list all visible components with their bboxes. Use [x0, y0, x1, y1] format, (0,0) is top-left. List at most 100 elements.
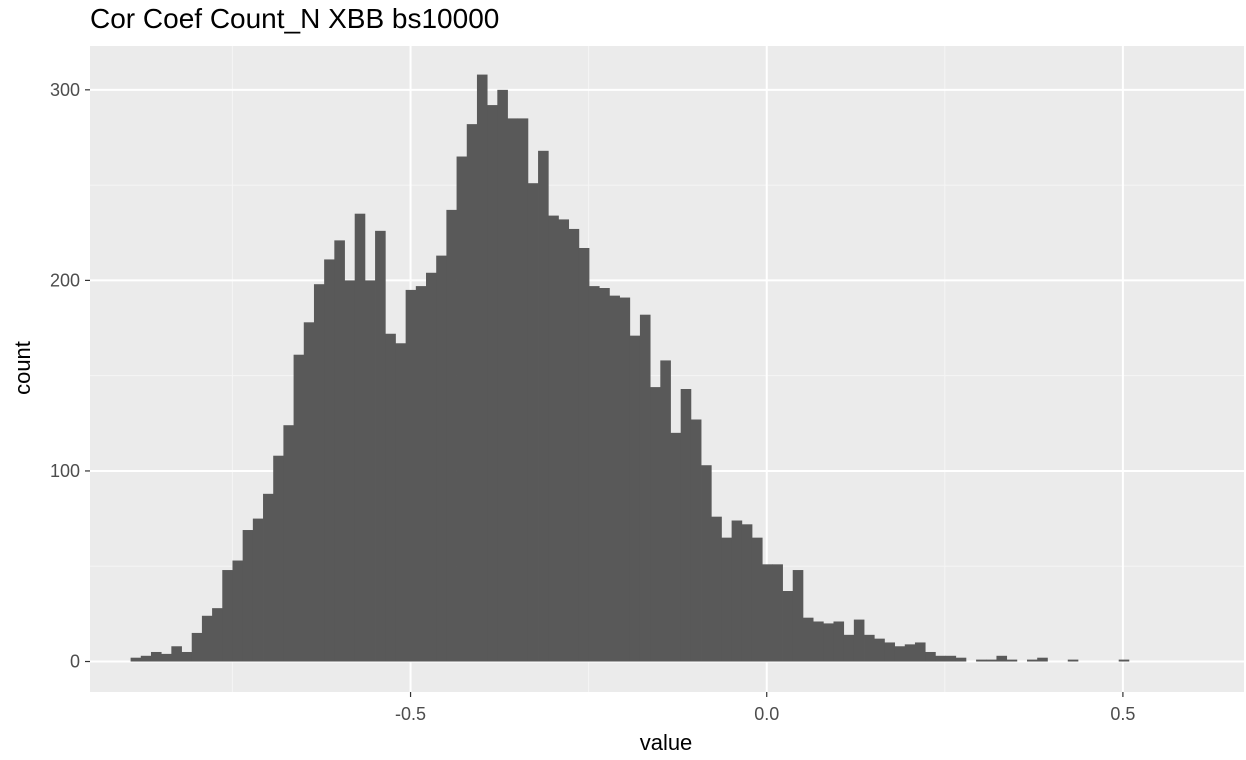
histogram-bar — [568, 228, 580, 662]
histogram-bar — [354, 213, 366, 662]
histogram-bar — [894, 646, 906, 662]
histogram-bar — [476, 74, 488, 662]
histogram-bar — [527, 183, 539, 662]
histogram-bar — [171, 646, 182, 662]
histogram-bar — [660, 360, 671, 662]
histogram-bar — [242, 530, 254, 662]
histogram-bar — [507, 118, 519, 662]
histogram-bar — [252, 518, 264, 662]
histogram-bar — [517, 118, 529, 662]
histogram-bars — [130, 74, 1130, 662]
histogram-bar — [313, 284, 325, 662]
x-tick-label: -0.5 — [395, 704, 426, 724]
histogram-bar — [426, 272, 437, 662]
histogram-bar — [639, 314, 651, 662]
histogram-bar — [385, 333, 396, 662]
histogram-bar — [762, 564, 773, 662]
histogram-bar — [1037, 657, 1048, 662]
histogram-bar — [232, 560, 244, 662]
histogram-bar — [874, 638, 885, 662]
histogram-bar — [670, 432, 682, 662]
histogram-bar — [191, 632, 203, 662]
y-tick-label: 0 — [70, 652, 80, 672]
histogram-bar — [680, 389, 692, 662]
histogram-bar — [578, 247, 590, 662]
histogram-bar — [721, 537, 733, 662]
histogram-bar — [986, 659, 997, 662]
histogram-bar — [222, 570, 233, 662]
histogram-bar — [1027, 659, 1038, 662]
histogram-bar — [466, 124, 478, 662]
histogram-bar — [538, 150, 549, 662]
histogram-bar — [487, 105, 498, 662]
histogram-bar — [263, 493, 274, 662]
histogram-bar — [955, 657, 967, 662]
histogram-bar — [588, 286, 600, 662]
histogram-bar — [293, 354, 305, 662]
histogram-bar — [405, 289, 417, 662]
histogram-bar — [802, 617, 814, 662]
histogram-bar — [1118, 659, 1130, 662]
histogram-bar — [884, 642, 895, 662]
histogram-bar — [1067, 659, 1079, 662]
histogram-bar — [415, 286, 427, 662]
histogram-bar — [364, 280, 376, 662]
histogram-bar — [212, 608, 223, 662]
histogram-bar — [201, 615, 213, 662]
x-tick-label: 0.0 — [754, 704, 779, 724]
histogram-bar — [731, 520, 743, 662]
chart-title: Cor Coef Count_N XBB bs10000 — [90, 3, 499, 34]
histogram-bar — [864, 634, 875, 662]
histogram-bar — [853, 619, 865, 662]
histogram-bar — [976, 659, 987, 662]
histogram-bar — [925, 651, 936, 662]
histogram-bar — [446, 209, 457, 662]
histogram-bar — [843, 634, 855, 662]
histogram-bar — [181, 651, 193, 662]
histogram-bar — [741, 524, 753, 662]
histogram-bar — [701, 465, 712, 662]
x-axis-title: value — [640, 730, 693, 755]
y-tick-label: 100 — [50, 461, 80, 481]
y-axis: 0 100 200 300 — [50, 80, 90, 672]
histogram-bar — [823, 623, 834, 662]
histogram-bar — [650, 387, 661, 662]
y-tick-label: 200 — [50, 270, 80, 290]
histogram-bar — [792, 570, 804, 662]
histogram-bar — [324, 259, 335, 662]
histogram-bar — [1006, 659, 1018, 662]
histogram-bar — [283, 425, 294, 662]
histogram-bar — [935, 655, 946, 662]
x-axis: -0.5 0.0 0.5 — [395, 692, 1135, 724]
histogram-bar — [711, 516, 722, 662]
histogram-bar — [456, 156, 468, 662]
y-tick-label: 300 — [50, 80, 80, 100]
histogram-bar — [344, 280, 356, 662]
x-tick-label: 0.5 — [1110, 704, 1135, 724]
histogram-bar — [303, 322, 315, 662]
histogram-bar — [161, 653, 172, 662]
histogram-bar — [150, 651, 162, 662]
histogram-bar — [772, 564, 783, 662]
histogram-bar — [690, 419, 702, 662]
histogram-bar — [497, 89, 508, 662]
histogram-bar — [375, 230, 386, 662]
y-axis-title: count — [10, 341, 35, 395]
histogram-bar — [813, 621, 824, 662]
histogram-bar — [945, 655, 957, 662]
histogram-bar — [904, 644, 916, 662]
histogram-bar — [548, 215, 559, 662]
histogram-bar — [140, 655, 152, 662]
histogram-bar — [782, 591, 794, 662]
histogram-bar — [609, 295, 620, 662]
histogram-bar — [914, 642, 926, 662]
histogram-bar — [833, 621, 845, 662]
histogram-bar — [599, 288, 610, 662]
histogram-bar — [395, 343, 407, 662]
histogram-bar — [619, 297, 631, 662]
histogram-bar — [996, 655, 1008, 662]
histogram-bar — [273, 455, 284, 662]
histogram-bar — [436, 255, 447, 662]
histogram-bar — [751, 537, 763, 662]
